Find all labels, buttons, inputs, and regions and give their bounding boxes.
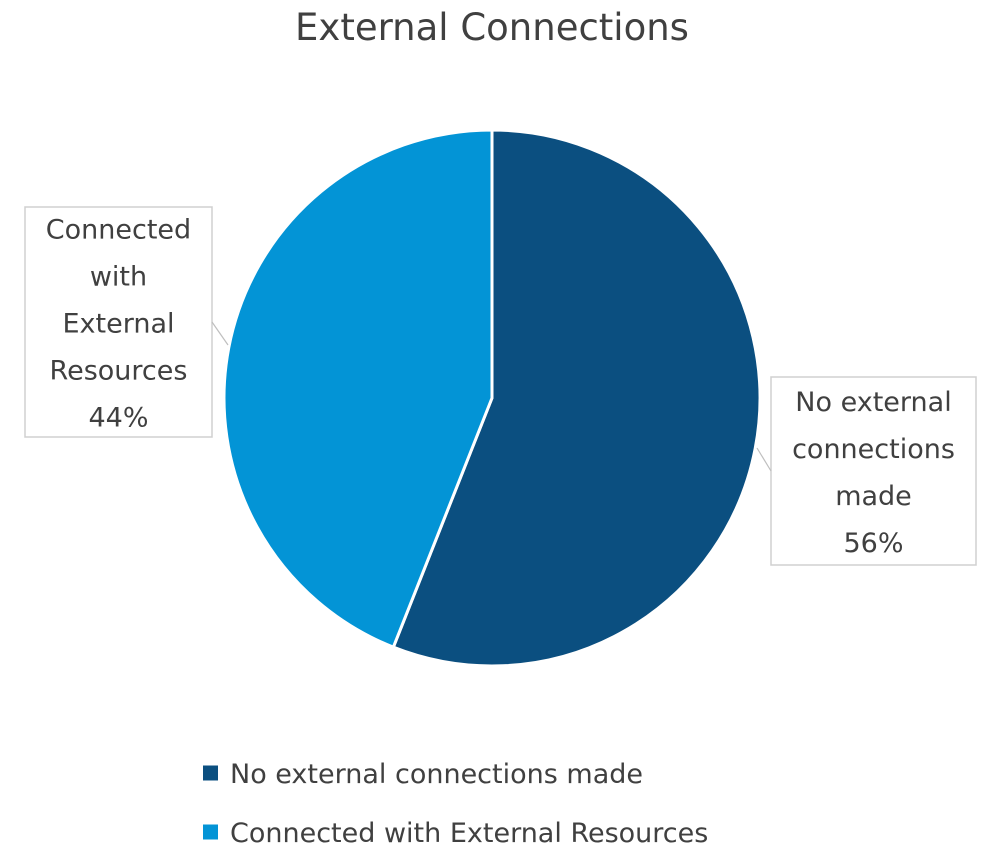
data-label-text: made <box>835 481 912 512</box>
legend-item-1: Connected with External Resources <box>203 818 708 845</box>
callout-box-1 <box>24 206 213 438</box>
data-label-text: with <box>90 261 147 292</box>
pie-slices <box>222 128 762 668</box>
data-label-percent: 44% <box>88 402 148 433</box>
legend: No external connections made Connected wi… <box>203 759 708 845</box>
pie-slice-0 <box>391 128 762 668</box>
data-label-text: Connected <box>46 214 191 245</box>
chart-title: External Connections <box>295 6 689 49</box>
callout-box-0 <box>770 376 977 566</box>
legend-label-0: No external connections made <box>230 759 643 790</box>
data-label-percent: 56% <box>843 528 903 559</box>
leader-line-1 <box>211 321 229 346</box>
legend-swatch-0 <box>203 765 218 781</box>
data-label-text: Resources <box>50 355 188 386</box>
legend-swatch-1 <box>203 824 218 840</box>
data-label-text: connections <box>792 434 955 465</box>
callout-0: No external connections made 56% <box>756 376 977 566</box>
leader-line-0 <box>756 447 772 472</box>
data-label-text: No external <box>795 387 951 418</box>
callout-1: Connected with External Resources 44% <box>24 206 229 438</box>
legend-label-1: Connected with External Resources <box>230 818 708 845</box>
data-label-callouts: No external connections made 56% Connected wi… <box>24 206 977 566</box>
pie-slice-1 <box>222 128 494 650</box>
legend-item-0: No external connections made <box>203 759 643 790</box>
data-label-text: External <box>62 308 174 339</box>
